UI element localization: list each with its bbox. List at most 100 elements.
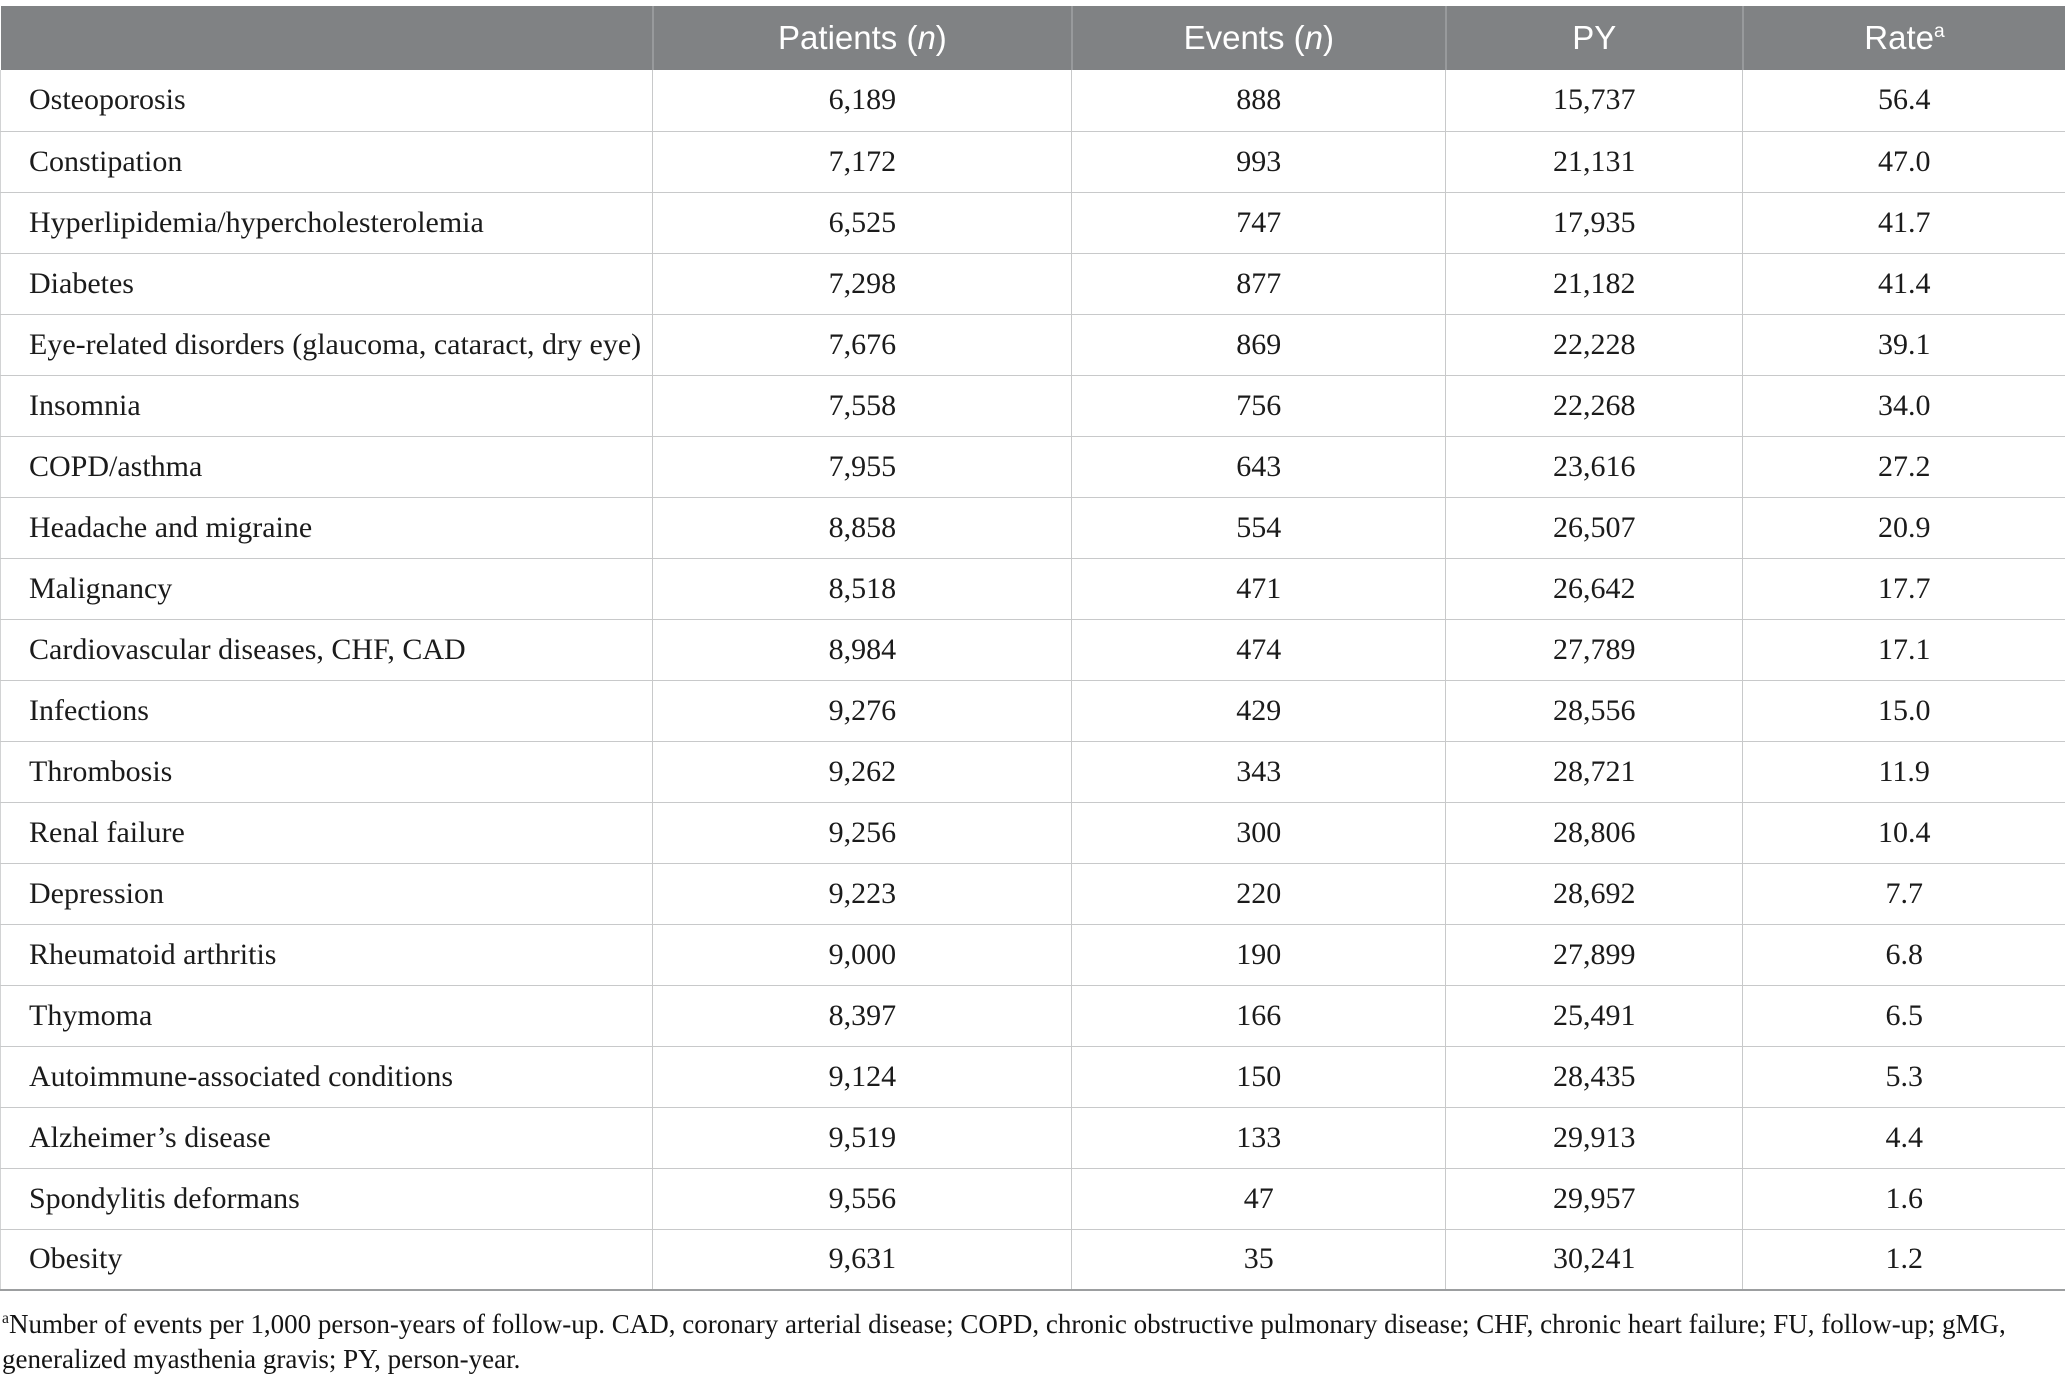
- condition-cell: Hyperlipidemia/hypercholesterolemia: [0, 191, 654, 254]
- rate-cell: 6.8: [1742, 923, 2065, 986]
- patients-cell: 9,556: [652, 1167, 1073, 1230]
- py-cell: 28,435: [1445, 1045, 1744, 1108]
- rate-cell: 17.1: [1742, 618, 2065, 681]
- events-cell: 643: [1071, 435, 1447, 498]
- patients-cell: 7,558: [652, 374, 1073, 437]
- table-body: Osteoporosis 6,189 888 15,737 56.4 Const…: [0, 70, 2065, 1291]
- py-cell: 28,692: [1445, 862, 1744, 925]
- condition-cell: Osteoporosis: [0, 70, 654, 132]
- header-events: Events (n): [1071, 6, 1447, 70]
- table-row: Autoimmune-associated conditions 9,124 1…: [0, 1045, 2065, 1108]
- condition-cell: Thrombosis: [0, 740, 654, 803]
- header-row: Patients (n) Events (n) PY Ratea: [0, 6, 2065, 70]
- table-row: Insomnia 7,558 756 22,268 34.0: [0, 374, 2065, 437]
- table-row: Depression 9,223 220 28,692 7.7: [0, 862, 2065, 925]
- events-cell: 343: [1071, 740, 1447, 803]
- rate-cell: 20.9: [1742, 496, 2065, 559]
- condition-cell: Cardiovascular diseases, CHF, CAD: [0, 618, 654, 681]
- patients-cell: 6,189: [652, 70, 1073, 132]
- table-row: Renal failure 9,256 300 28,806 10.4: [0, 801, 2065, 864]
- patients-cell: 9,262: [652, 740, 1073, 803]
- condition-cell: Renal failure: [0, 801, 654, 864]
- rate-cell: 1.6: [1742, 1167, 2065, 1230]
- rate-cell: 56.4: [1742, 70, 2065, 132]
- patients-cell: 9,631: [652, 1228, 1073, 1291]
- condition-cell: Infections: [0, 679, 654, 742]
- table-row: Constipation 7,172 993 21,131 47.0: [0, 130, 2065, 193]
- patients-cell: 7,172: [652, 130, 1073, 193]
- table-row: Osteoporosis 6,189 888 15,737 56.4: [0, 70, 2065, 132]
- rate-footnote-marker: a: [1933, 21, 1945, 42]
- condition-cell: Spondylitis deformans: [0, 1167, 654, 1230]
- py-cell: 30,241: [1445, 1228, 1744, 1291]
- py-cell: 27,899: [1445, 923, 1744, 986]
- events-cell: 747: [1071, 191, 1447, 254]
- comorbidity-table: Patients (n) Events (n) PY Ratea Osteopo…: [0, 6, 2065, 1291]
- table-row: Alzheimer’s disease 9,519 133 29,913 4.4: [0, 1106, 2065, 1169]
- events-cell: 190: [1071, 923, 1447, 986]
- rate-cell: 6.5: [1742, 984, 2065, 1047]
- rate-cell: 41.4: [1742, 252, 2065, 315]
- patients-cell: 8,397: [652, 984, 1073, 1047]
- condition-cell: Insomnia: [0, 374, 654, 437]
- events-cell: 869: [1071, 313, 1447, 376]
- patients-cell: 9,519: [652, 1106, 1073, 1169]
- table-row: Spondylitis deformans 9,556 47 29,957 1.…: [0, 1167, 2065, 1230]
- table-row: Malignancy 8,518 471 26,642 17.7: [0, 557, 2065, 620]
- patients-cell: 8,858: [652, 496, 1073, 559]
- condition-cell: Headache and migraine: [0, 496, 654, 559]
- table-row: Cardiovascular diseases, CHF, CAD 8,984 …: [0, 618, 2065, 681]
- patients-cell: 6,525: [652, 191, 1073, 254]
- condition-cell: Alzheimer’s disease: [0, 1106, 654, 1169]
- events-cell: 877: [1071, 252, 1447, 315]
- footnote-marker: a: [2, 1310, 9, 1327]
- header-py: PY: [1445, 6, 1744, 70]
- rate-cell: 27.2: [1742, 435, 2065, 498]
- condition-cell: Malignancy: [0, 557, 654, 620]
- py-cell: 22,228: [1445, 313, 1744, 376]
- events-cell: 888: [1071, 70, 1447, 132]
- events-cell: 150: [1071, 1045, 1447, 1108]
- events-cell: 133: [1071, 1106, 1447, 1169]
- table-header: Patients (n) Events (n) PY Ratea: [0, 6, 2065, 70]
- rate-cell: 10.4: [1742, 801, 2065, 864]
- patients-cell: 7,955: [652, 435, 1073, 498]
- patients-cell: 9,256: [652, 801, 1073, 864]
- events-cell: 166: [1071, 984, 1447, 1047]
- events-cell: 993: [1071, 130, 1447, 193]
- footnote-text: Number of events per 1,000 person-years …: [2, 1309, 2006, 1374]
- rate-cell: 47.0: [1742, 130, 2065, 193]
- condition-cell: Autoimmune-associated conditions: [0, 1045, 654, 1108]
- patients-cell: 8,984: [652, 618, 1073, 681]
- rate-cell: 4.4: [1742, 1106, 2065, 1169]
- patients-cell: 7,676: [652, 313, 1073, 376]
- py-cell: 28,556: [1445, 679, 1744, 742]
- condition-cell: Depression: [0, 862, 654, 925]
- py-cell: 22,268: [1445, 374, 1744, 437]
- py-cell: 21,131: [1445, 130, 1744, 193]
- condition-cell: Constipation: [0, 130, 654, 193]
- table-row: Obesity 9,631 35 30,241 1.2: [0, 1228, 2065, 1291]
- events-cell: 300: [1071, 801, 1447, 864]
- table-row: Hyperlipidemia/hypercholesterolemia 6,52…: [0, 191, 2065, 254]
- condition-cell: Eye-related disorders (glaucoma, catarac…: [0, 313, 654, 376]
- header-patients: Patients (n): [652, 6, 1073, 70]
- condition-cell: Thymoma: [0, 984, 654, 1047]
- rate-cell: 17.7: [1742, 557, 2065, 620]
- table-row: Infections 9,276 429 28,556 15.0: [0, 679, 2065, 742]
- events-cell: 429: [1071, 679, 1447, 742]
- py-cell: 28,721: [1445, 740, 1744, 803]
- patients-cell: 9,124: [652, 1045, 1073, 1108]
- rate-cell: 41.7: [1742, 191, 2065, 254]
- rate-cell: 34.0: [1742, 374, 2065, 437]
- py-cell: 28,806: [1445, 801, 1744, 864]
- rate-cell: 15.0: [1742, 679, 2065, 742]
- patients-cell: 9,276: [652, 679, 1073, 742]
- condition-cell: Obesity: [0, 1228, 654, 1291]
- condition-cell: Rheumatoid arthritis: [0, 923, 654, 986]
- table-row: Diabetes 7,298 877 21,182 41.4: [0, 252, 2065, 315]
- py-cell: 21,182: [1445, 252, 1744, 315]
- rate-cell: 5.3: [1742, 1045, 2065, 1108]
- events-cell: 220: [1071, 862, 1447, 925]
- condition-cell: Diabetes: [0, 252, 654, 315]
